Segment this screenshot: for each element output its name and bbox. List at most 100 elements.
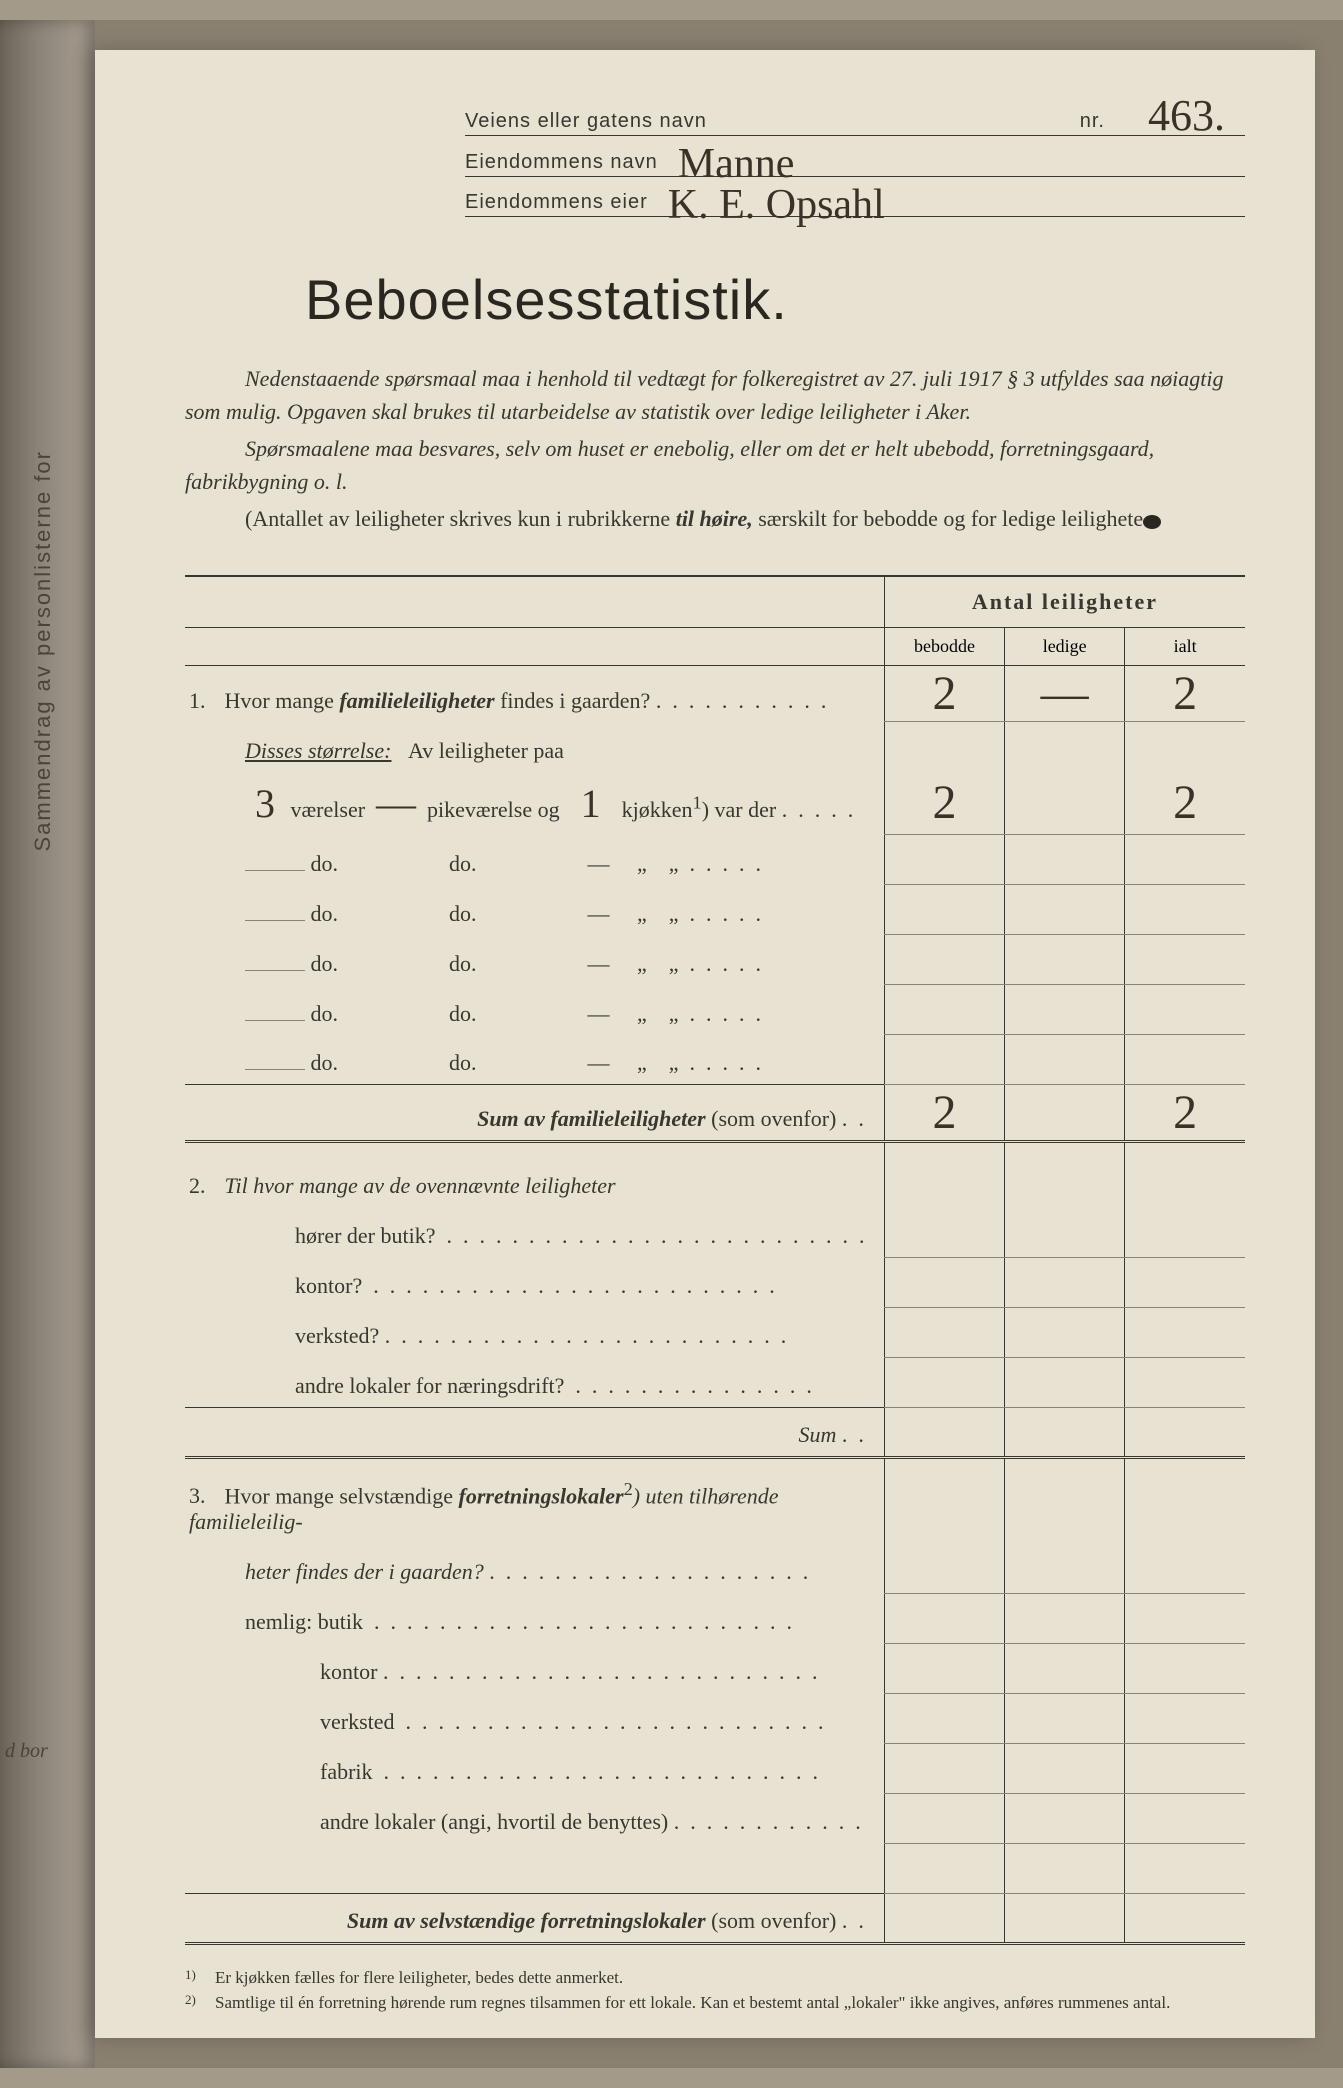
blank-line <box>245 1069 305 1070</box>
q2-1-i <box>1125 1257 1245 1307</box>
disses-label: Disses størrelse: <box>245 738 391 763</box>
vaerelser-label: værelser <box>291 797 366 822</box>
blank <box>884 1142 1004 1208</box>
size-row-0-text: 3 værelser — pikeværelse og 1 kjøkken1) … <box>185 772 884 835</box>
q3-4-i <box>1125 1793 1245 1843</box>
q3-sum: Sum av selvstændige forretningslokaler (… <box>185 1893 884 1943</box>
q2-i1-t: kontor? <box>295 1273 362 1298</box>
do-3a: do. <box>311 951 339 976</box>
q2-num: 2. <box>189 1173 219 1199</box>
pike-0: — <box>376 780 416 827</box>
q2-sum-row: Sum . . <box>185 1407 1245 1457</box>
q2-0-l <box>1005 1207 1125 1257</box>
q2-0-b <box>884 1207 1004 1257</box>
q3-tb: forretningslokaler <box>459 1483 624 1508</box>
blank <box>884 1457 1004 1543</box>
q3-i3-t: fabrik <box>320 1759 373 1784</box>
intro-p3c: særskilt for bebodde og for ledige leili… <box>753 506 1143 531</box>
sum-bebodde: 2 <box>884 1085 1004 1142</box>
av-leil: Av leiligheter paa <box>408 738 564 763</box>
kjok-0: 1 <box>571 780 611 827</box>
dots: . . . . . <box>782 797 854 822</box>
q2-s-l <box>1005 1407 1125 1457</box>
r3-l <box>1005 935 1125 985</box>
q1-text: 1. Hvor mange familieleiligheter findes … <box>185 666 884 722</box>
size-row-3-text: do. do. — „ „ . . . . . <box>185 935 884 985</box>
q3-item-3: fabrik . . . . . . . . . . . . . . . . .… <box>185 1743 1245 1793</box>
r1-i <box>1125 835 1245 885</box>
col-ledige: ledige <box>1005 628 1125 666</box>
q3-2-l <box>1005 1693 1125 1743</box>
q3-s-l <box>1005 1893 1125 1943</box>
q1-num: 1. <box>189 688 219 714</box>
q3-i1: kontor . . . . . . . . . . . . . . . . .… <box>185 1643 884 1693</box>
q3-blank <box>185 1843 884 1893</box>
do-4b: do. <box>449 1001 477 1026</box>
q2-s-b <box>884 1407 1004 1457</box>
q3-2-i <box>1125 1693 1245 1743</box>
q2-item-1: kontor? . . . . . . . . . . . . . . . . … <box>185 1257 1245 1307</box>
intro-p3b: til høire, <box>676 506 753 531</box>
r4-l <box>1005 985 1125 1035</box>
size-row-1: do. do. — „ „ . . . . . <box>185 835 1245 885</box>
owner-value: K. E. Opsahl <box>668 189 885 223</box>
q2-i0: hører der butik? . . . . . . . . . . . .… <box>185 1207 884 1257</box>
do-3b: do. <box>449 951 477 976</box>
property-name-value: Manne <box>678 148 795 182</box>
blank-line <box>245 1020 305 1021</box>
r3-b <box>884 935 1004 985</box>
statistics-table: Antal leiligheter bebodde ledige ialt 1.… <box>185 575 1245 1944</box>
do-2b: do. <box>449 901 477 926</box>
sum-fam-label: Sum av familieleiligheter <box>477 1106 706 1131</box>
q3-blank-row <box>185 1843 1245 1893</box>
q2-i3: andre lokaler for næringsdrift? . . . . … <box>185 1357 884 1407</box>
q2-1-l <box>1005 1257 1125 1307</box>
q1-tc: findes i gaarden? <box>495 688 651 713</box>
q2-1-b <box>884 1257 1004 1307</box>
size-row-0: 3 værelser — pikeværelse og 1 kjøkken1) … <box>185 772 1245 835</box>
dash-4: — <box>588 1001 610 1026</box>
q1-ialt: 2 <box>1125 666 1245 722</box>
sum-ledige <box>1005 1085 1125 1142</box>
q2-sum: Sum . . <box>185 1407 884 1457</box>
q2-2-i <box>1125 1307 1245 1357</box>
q3-m-l <box>1005 1543 1125 1593</box>
blank <box>1125 1457 1245 1543</box>
q2-2-b <box>884 1307 1004 1357</box>
q3-1-l <box>1005 1643 1125 1693</box>
q3-3-b <box>884 1743 1004 1793</box>
q3-bl-b <box>884 1843 1004 1893</box>
q1-sum-label: Sum av familieleiligheter (som ovenfor) … <box>185 1085 884 1142</box>
page: Sammendrag av personlisterne for d bor V… <box>0 20 1343 2068</box>
q1-row: 1. Hvor mange familieleiligheter findes … <box>185 666 1245 722</box>
dash-3: — <box>588 951 610 976</box>
sum-fam-tail: (som ovenfor) <box>711 1106 836 1131</box>
book-spine: Sammendrag av personlisterne for d bor <box>0 20 95 2068</box>
blank-line <box>245 970 305 971</box>
r2-l <box>1005 885 1125 935</box>
q3-0-l <box>1005 1593 1125 1643</box>
size-row-5-text: do. do. — „ „ . . . . . <box>185 1035 884 1085</box>
q3-2-b <box>884 1693 1004 1743</box>
nemlig: nemlig: <box>245 1609 312 1634</box>
q3-bl-l <box>1005 1843 1125 1893</box>
q3-1-i <box>1125 1643 1245 1693</box>
intro-p2: Spørsmaalene maa besvares, selv om huset… <box>185 432 1245 498</box>
q1-ta: Hvor mange <box>225 688 340 713</box>
subheader-empty <box>185 628 884 666</box>
r5-l <box>1005 1035 1125 1085</box>
q2-item-3: andre lokaler for næringsdrift? . . . . … <box>185 1357 1245 1407</box>
property-name-row: Eiendommens navn Manne <box>465 140 1245 177</box>
q3-i0-t: butik <box>318 1609 363 1634</box>
header-fields: Veiens eller gatens navn nr. 463. Eiendo… <box>465 110 1245 217</box>
col-bebodde: bebodde <box>884 628 1004 666</box>
fn1-text: Er kjøkken fælles for flere leiligheter,… <box>215 1965 623 1991</box>
q3-sum-label: Sum av selvstændige forretningslokaler <box>347 1908 706 1933</box>
q3-i3: fabrik . . . . . . . . . . . . . . . . .… <box>185 1743 884 1793</box>
intro-p3: (Antallet av leiligheter skrives kun i r… <box>185 502 1245 535</box>
pike-label: pikeværelse og <box>427 797 560 822</box>
spine-margin-text: d bor <box>5 1740 48 1763</box>
q3-item-0: nemlig: butik . . . . . . . . . . . . . … <box>185 1593 1245 1643</box>
blank <box>1125 1142 1245 1208</box>
q3-m-i <box>1125 1543 1245 1593</box>
